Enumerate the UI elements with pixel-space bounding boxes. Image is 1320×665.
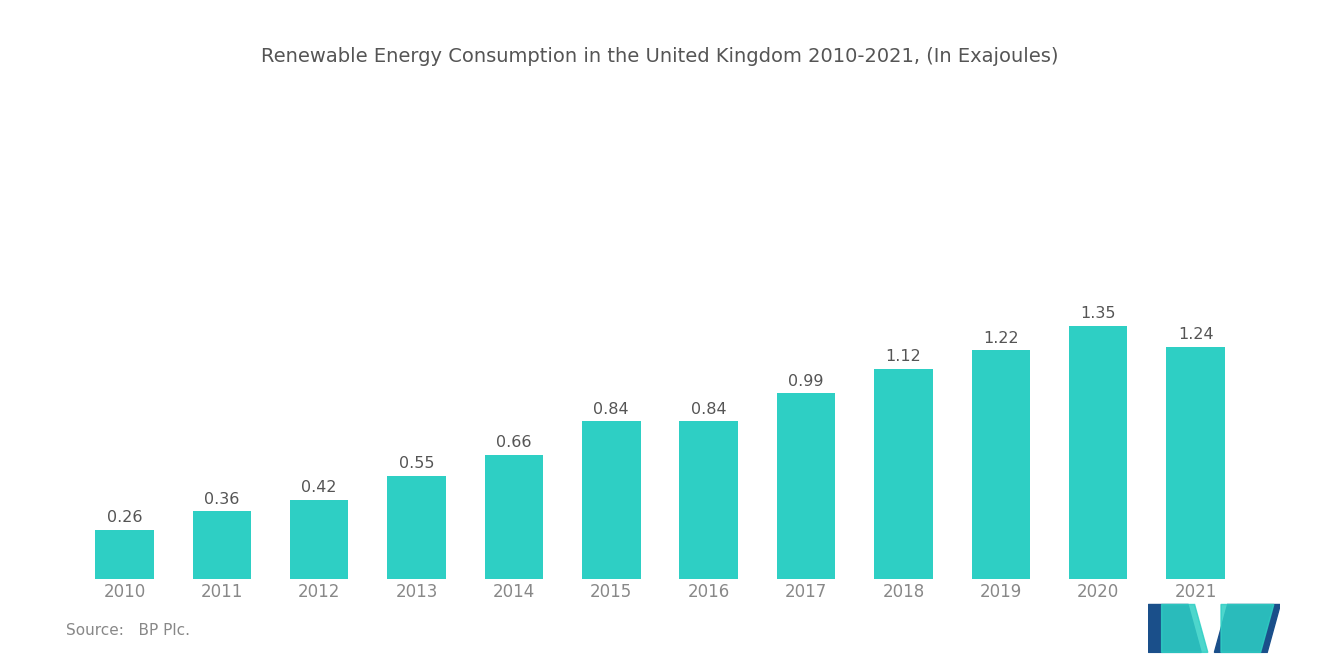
Text: 1.22: 1.22 [983, 331, 1019, 346]
Bar [1167, 346, 1225, 579]
Text: 1.35: 1.35 [1081, 307, 1115, 321]
Bar [290, 500, 348, 579]
Bar [874, 369, 933, 579]
Bar [193, 511, 251, 579]
Bar [387, 475, 446, 579]
Text: 0.55: 0.55 [399, 456, 434, 471]
Polygon shape [1214, 604, 1280, 652]
Text: 0.84: 0.84 [690, 402, 726, 417]
Polygon shape [1148, 604, 1201, 652]
Bar [777, 394, 836, 579]
Bar [680, 422, 738, 579]
Polygon shape [1162, 604, 1208, 652]
Text: 0.84: 0.84 [594, 402, 630, 417]
Text: Renewable Energy Consumption in the United Kingdom 2010-2021, (In Exajoules): Renewable Energy Consumption in the Unit… [261, 47, 1059, 66]
Text: 0.36: 0.36 [205, 491, 239, 507]
Bar [972, 350, 1030, 579]
Text: 0.26: 0.26 [107, 510, 143, 525]
Text: Source:   BP Plc.: Source: BP Plc. [66, 623, 190, 638]
Bar [1069, 326, 1127, 579]
Text: 1.24: 1.24 [1177, 327, 1213, 342]
Text: 0.99: 0.99 [788, 374, 824, 389]
Bar [95, 530, 153, 579]
Bar [582, 422, 640, 579]
Text: 0.42: 0.42 [301, 480, 337, 495]
Polygon shape [1221, 604, 1274, 652]
Text: 1.12: 1.12 [886, 349, 921, 364]
Text: 0.66: 0.66 [496, 436, 532, 450]
Bar [484, 455, 543, 579]
